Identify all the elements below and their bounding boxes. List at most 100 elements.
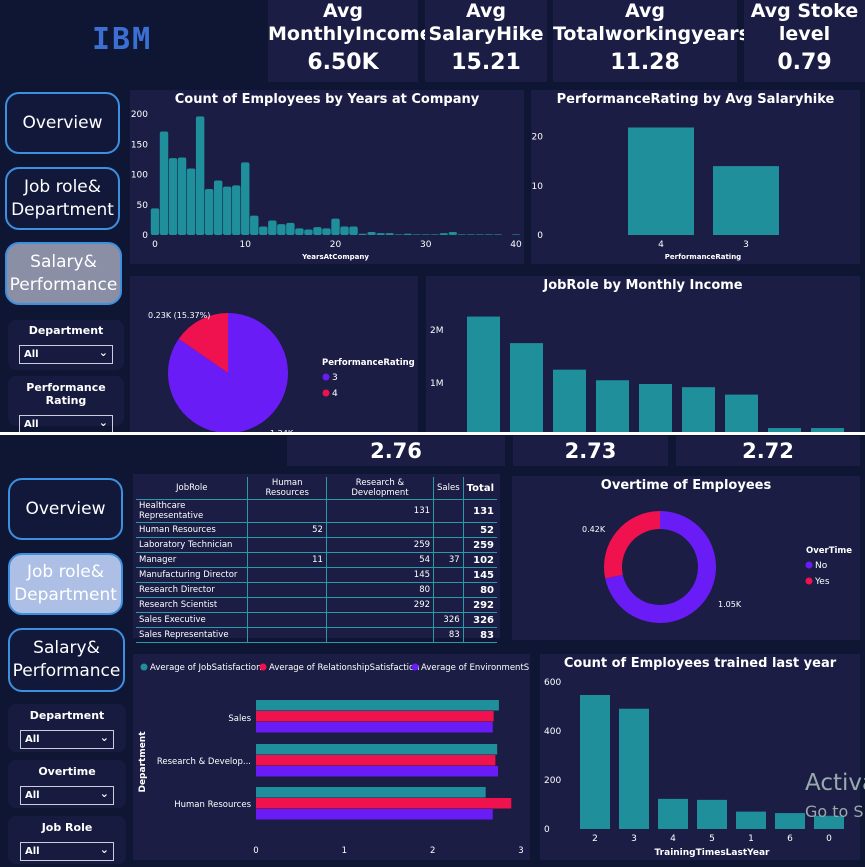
bar-2: [256, 766, 499, 777]
bar: [811, 428, 844, 433]
histogram-bar: [367, 231, 376, 235]
nav-jobrole-department-button[interactable]: Job role& Department: [5, 167, 120, 230]
histogram-bar: [421, 234, 430, 235]
table-header[interactable]: Research & Development: [326, 477, 435, 500]
table-header[interactable]: Human Resources: [247, 477, 327, 500]
table-row: Manufacturing Director 145 145: [136, 567, 497, 583]
histogram-bar: [322, 228, 331, 235]
histogram-bar: [177, 157, 187, 235]
x-tick-label: 1: [342, 846, 347, 856]
histogram-bar: [304, 229, 313, 235]
bar-2: [256, 722, 493, 733]
department-slicer: Department All ⌄: [8, 320, 124, 370]
y-tick-label: 1M: [430, 379, 444, 389]
histogram-bar: [448, 231, 458, 235]
table-cell: 54: [326, 552, 435, 568]
kpi-value: 6.50K: [307, 50, 379, 75]
y-tick-label: 150: [131, 140, 148, 150]
histogram-bar: [340, 226, 349, 235]
overtime-slicer: Overtime All ⌄: [8, 760, 126, 808]
department-dropdown[interactable]: All ⌄: [20, 730, 114, 749]
legend-marker: [140, 663, 148, 671]
bar-2: [256, 809, 493, 820]
data-label: 1.24K: [270, 429, 294, 433]
table-header[interactable]: Total: [466, 482, 494, 494]
data-label: 0.23K (15.37%): [148, 311, 210, 320]
dropdown-value: All: [25, 846, 40, 857]
table-cell: [433, 499, 464, 523]
bar: [682, 387, 715, 433]
table-cell: [433, 567, 464, 583]
kpi-value: 0.79: [777, 50, 832, 75]
kpi-value: 11.28: [610, 50, 680, 75]
histogram-bar: [457, 234, 467, 235]
legend-label: Average of EnvironmentS...: [421, 663, 530, 673]
table-cell: [326, 627, 435, 643]
table-cell: 292: [473, 599, 494, 611]
nav-salary-performance-button[interactable]: Salary& Performance: [5, 242, 122, 305]
histogram-bar: [213, 180, 223, 235]
table-cell: 102: [473, 554, 494, 566]
bar: [725, 394, 758, 433]
table-cell: [247, 499, 327, 523]
legend-label: 4: [332, 389, 338, 399]
nav-overview-button[interactable]: Overview: [8, 478, 123, 540]
table-cell: [433, 522, 464, 538]
x-tick-label: 0: [826, 834, 832, 844]
bar: [580, 694, 610, 829]
histogram-bar: [358, 233, 367, 235]
kpi-label: Avg MonthlyIncome: [268, 0, 433, 45]
chevron-down-icon: ⌄: [98, 346, 108, 359]
kpi-value: 15.21: [451, 50, 521, 75]
y-tick-label: 10: [532, 182, 544, 192]
x-tick-label: 20: [330, 240, 342, 250]
legend-marker: [322, 389, 330, 397]
y-tick-label: 20: [532, 133, 544, 143]
table-cell: 37: [433, 552, 464, 568]
x-tick-label: 40: [510, 240, 522, 250]
screenshot-divider: [0, 432, 865, 435]
category-label: Sales: [228, 714, 251, 724]
bar: [596, 380, 629, 433]
histogram-bar: [277, 224, 286, 235]
bar: [619, 708, 649, 829]
table-cell: [247, 612, 327, 628]
nav-salary-performance-button[interactable]: Salary& Performance: [8, 628, 125, 692]
y-tick-label: 200: [131, 110, 148, 120]
years-at-company-chart: Count of Employees by Years at Company 0 5…: [130, 90, 524, 264]
y-tick-label: 200: [544, 776, 561, 786]
job-role-dropdown[interactable]: All ⌄: [20, 842, 114, 861]
chart-title: Overtime of Employees: [600, 478, 772, 493]
table-cell: 292: [326, 597, 435, 613]
pie-slice-4: [178, 313, 228, 373]
y-tick-label: 0: [142, 231, 148, 241]
bar: [658, 798, 688, 829]
y-tick-label: 100: [131, 171, 148, 181]
department-dropdown[interactable]: All ⌄: [19, 345, 113, 364]
legend-marker: [322, 373, 330, 381]
x-tick-label: 6: [787, 834, 793, 844]
slicer-label: Department: [28, 324, 104, 337]
activation-watermark-sub: Go to S: [805, 802, 864, 821]
legend-label: No: [815, 561, 828, 571]
histogram-bar: [232, 185, 241, 235]
table-cell: 131: [326, 499, 435, 523]
data-label: 1.05K: [718, 600, 742, 609]
pie-slice-No: [605, 511, 716, 623]
x-tick-label: 10: [240, 240, 252, 250]
x-axis-label: YearsAtCompany: [301, 253, 369, 261]
x-tick-label: 3: [631, 834, 637, 844]
bar: [736, 811, 766, 829]
table-cell: [247, 567, 327, 583]
overtime-donut: Overtime of Employees 0.42K 1.05K OverTime N…: [512, 476, 860, 640]
nav-overview-button[interactable]: Overview: [5, 92, 120, 154]
table-header[interactable]: JobRole: [136, 477, 249, 500]
job-role-slicer: Job Role All ⌄: [8, 816, 126, 864]
bar-1: [256, 711, 494, 722]
legend-label: Average of JobSatisfaction: [150, 663, 262, 673]
histogram-bar: [349, 226, 358, 235]
nav-jobrole-department-button[interactable]: Job role& Department: [8, 553, 123, 615]
overtime-dropdown[interactable]: All ⌄: [20, 786, 114, 805]
table-header[interactable]: Sales: [433, 477, 464, 500]
jobrole-income-chart: JobRole by Monthly Income0M1M2M: [426, 276, 860, 433]
